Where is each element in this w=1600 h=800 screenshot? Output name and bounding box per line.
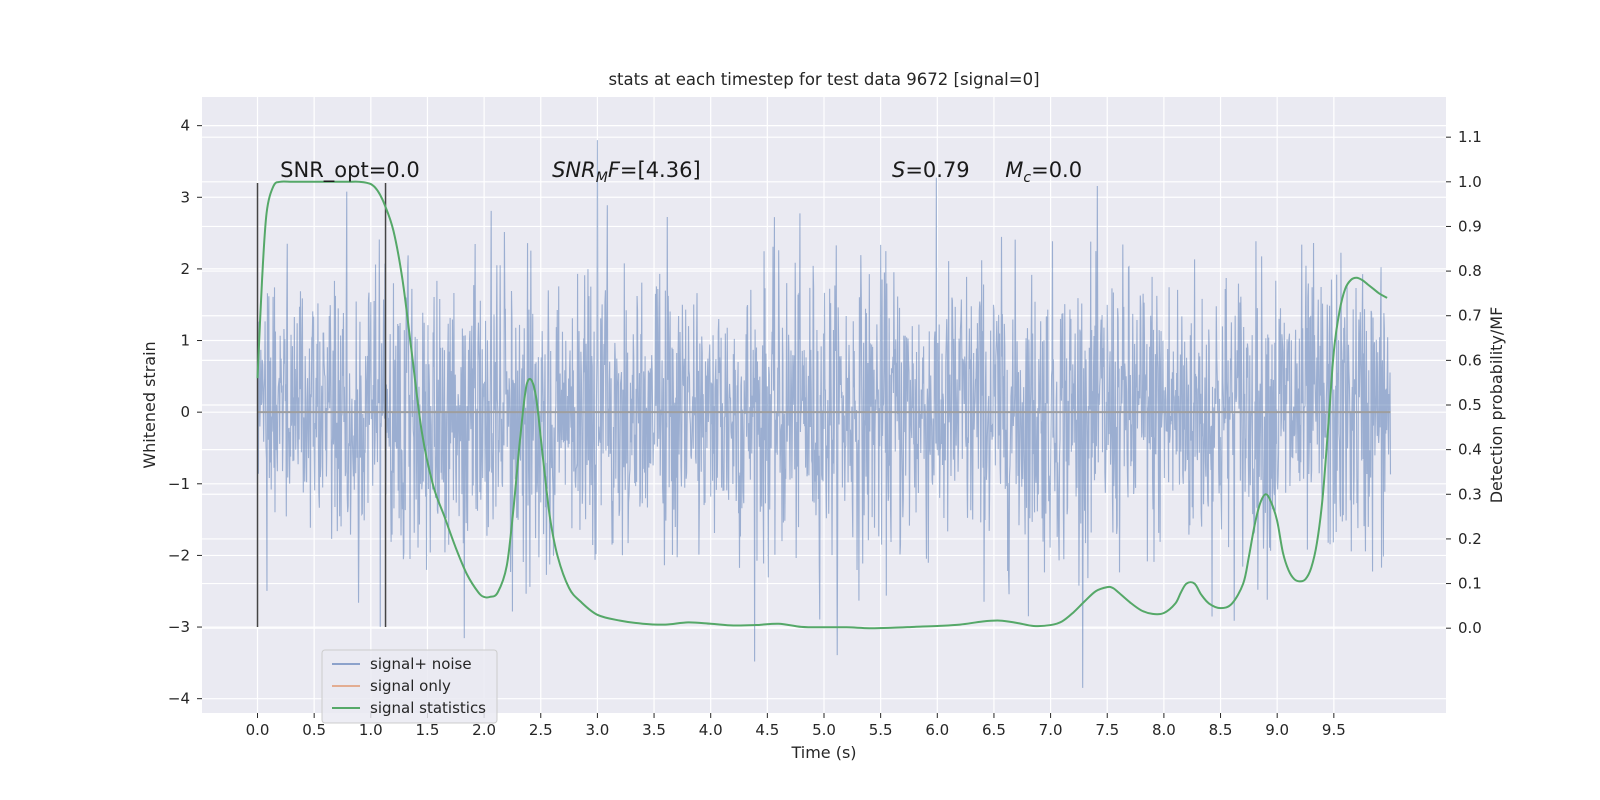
legend-label-signal-only: signal only [370, 677, 451, 695]
legend-box [321, 649, 498, 724]
y2-tick-label: 0.0 [1458, 619, 1482, 637]
x-tick-label: 9.0 [1265, 721, 1289, 739]
vertical-markers [256, 182, 387, 628]
y-tick-label: 0 [180, 403, 190, 421]
y2-tick-label: 0.6 [1458, 351, 1482, 369]
axis-ticks: 0.0 0.5 1.0 1.5 2.0 2.5 3.0 3.5 4.0 4.5 5.0 5.5 6.0 6… [168, 117, 1482, 739]
x-tick-label: 0.0 [246, 721, 270, 739]
statistics-trace [256, 180, 1388, 630]
x-tick-label: 2.0 [472, 721, 496, 739]
x-tick-label: 7.0 [1039, 721, 1063, 739]
y2-tick-label: 0.3 [1458, 485, 1482, 503]
x-tick-label: 6.5 [982, 721, 1006, 739]
x-tick-label: 7.5 [1095, 721, 1119, 739]
y2-tick-label: 0.9 [1458, 217, 1482, 235]
y-tick-label: 2 [180, 260, 190, 278]
y2-tick-label: 0.4 [1458, 441, 1482, 459]
y2-tick-label: 1.1 [1458, 128, 1482, 146]
y2-tick-label: 0.5 [1458, 396, 1482, 414]
y-tick-label: 3 [180, 188, 190, 206]
y-axis-label: Whitened strain [140, 341, 159, 468]
x-tick-label: 8.0 [1152, 721, 1176, 739]
chart-title: stats at each timestep for test data 967… [608, 70, 1039, 89]
y-tick-label: −2 [168, 546, 190, 564]
y2-tick-label: 0.7 [1458, 307, 1482, 325]
x-tick-label: 5.0 [812, 721, 836, 739]
x-tick-label: 4.0 [699, 721, 723, 739]
annotation-s: S=0.79 [892, 158, 970, 182]
y2-tick-label: 0.1 [1458, 575, 1482, 593]
y2-tick-label: 1.0 [1458, 173, 1482, 191]
x-axis-label: Time (s) [790, 743, 856, 762]
x-tick-label: 0.5 [302, 721, 326, 739]
x-tick-label: 2.5 [529, 721, 553, 739]
x-tick-label: 1.5 [416, 721, 440, 739]
x-tick-label: 1.0 [359, 721, 383, 739]
y2-tick-label: 0.8 [1458, 262, 1482, 280]
x-tick-label: 8.5 [1209, 721, 1233, 739]
series-signal-statistics [256, 180, 1388, 630]
y-tick-label: 1 [180, 332, 190, 350]
x-tick-label: 3.5 [642, 721, 666, 739]
annotation-mc: Mc=0.0 [1005, 158, 1082, 186]
x-tick-label: 9.5 [1322, 721, 1346, 739]
y-tick-label: 4 [180, 117, 190, 135]
y-tick-label: −4 [168, 690, 190, 708]
noise-trace [256, 140, 1392, 688]
x-tick-label: 6.0 [925, 721, 949, 739]
legend-label-signal-statistics: signal statistics [370, 699, 486, 717]
y2-axis-label: Detection probability/MF [1487, 307, 1506, 504]
y-tick-label: −3 [168, 618, 190, 636]
legend: signal+ noise signal only signal statist… [321, 649, 498, 724]
annotation-snr-mf: SNRMF=[4.36] [552, 158, 701, 186]
y2-tick-label: 0.2 [1458, 530, 1482, 548]
x-tick-label: 4.5 [755, 721, 779, 739]
legend-label-signal-noise: signal+ noise [370, 655, 472, 673]
y-tick-label: −1 [168, 475, 190, 493]
annotation-snr-opt: SNR_opt=0.0 [280, 158, 420, 183]
series-signal-noise [256, 140, 1392, 688]
x-tick-label: 3.0 [585, 721, 609, 739]
annotations: SNR_opt=0.0 SNRMF=[4.36] S=0.79 Mc=0.0 [280, 158, 1082, 186]
x-tick-label: 5.5 [869, 721, 893, 739]
